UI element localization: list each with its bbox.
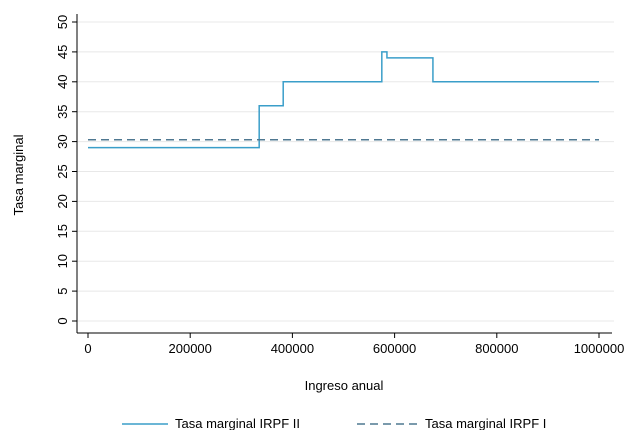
y-tick-label-9: 45 xyxy=(55,45,70,59)
y-tick-label-2: 10 xyxy=(55,254,70,268)
x-tick-label-4: 800000 xyxy=(475,341,518,356)
y-tick-label-6: 30 xyxy=(55,134,70,148)
grid-lines xyxy=(77,21,614,322)
y-tick-label-8: 40 xyxy=(55,75,70,89)
legend-label-0: Tasa marginal IRPF II xyxy=(175,416,300,430)
y-tick-label-1: 5 xyxy=(55,287,70,294)
y-tick-label-7: 35 xyxy=(55,104,70,118)
x-tick-label-1: 200000 xyxy=(169,341,212,356)
axes: 0 5 10 15 20 25 30 35 40 45 50 0 200000 400000 600000 8… xyxy=(55,14,624,356)
x-tick-label-3: 600000 xyxy=(373,341,416,356)
series-line-0 xyxy=(88,51,599,149)
series-lines xyxy=(88,51,599,149)
y-tick-label-5: 25 xyxy=(55,164,70,178)
x-tick-label-2: 400000 xyxy=(271,341,314,356)
x-axis-title: Ingreso anual xyxy=(305,378,384,393)
y-tick-label-10: 50 xyxy=(55,15,70,29)
y-tick-label-4: 20 xyxy=(55,194,70,208)
x-tick-label-0: 0 xyxy=(84,341,91,356)
y-axis-title: Tasa marginal xyxy=(11,134,26,215)
legend: Tasa marginal IRPF II Tasa marginal IRPF… xyxy=(122,416,546,430)
y-tick-label-3: 15 xyxy=(55,224,70,238)
x-tick-label-5: 1000000 xyxy=(574,341,625,356)
y-tick-label-0: 0 xyxy=(55,317,70,324)
legend-label-1: Tasa marginal IRPF I xyxy=(425,416,546,430)
